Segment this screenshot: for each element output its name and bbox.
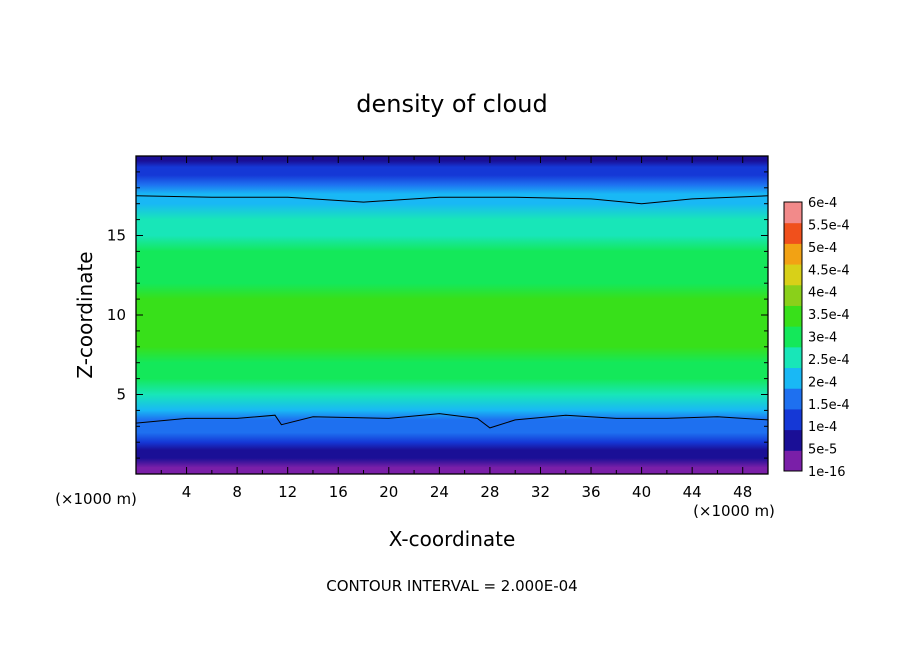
contour-line [136, 195, 768, 205]
colorbar-swatch [784, 346, 802, 369]
y-axis: 5 10 15 [107, 171, 768, 459]
colorbar-swatch [784, 408, 802, 431]
colorbar-label: 5.5e-4 [808, 218, 850, 233]
colorbar-swatch [784, 284, 802, 306]
colorbar-label: 4.5e-4 [808, 263, 850, 278]
x-unit-right: (×1000 m) [693, 502, 775, 520]
colorbar-label: 3e-4 [808, 331, 837, 346]
colorbar-swatch [784, 367, 802, 389]
x-tick-label: 28 [480, 483, 499, 501]
colorbar-label: 5e-5 [808, 443, 837, 458]
x-tick-label: 32 [531, 483, 550, 501]
plot-area [135, 155, 769, 475]
colorbar-label: 1e-4 [808, 420, 837, 435]
y-tick-label: 15 [107, 227, 126, 245]
x-tick-label: 12 [278, 483, 297, 501]
colorbar-label: 4e-4 [808, 286, 837, 301]
x-tick-label: 4 [182, 483, 192, 501]
x-unit-left: (×1000 m) [55, 490, 137, 508]
colorbar-swatch [784, 305, 802, 327]
colorbar-swatch [784, 264, 802, 286]
colorbar-label: 1.5e-4 [808, 398, 850, 413]
y-axis-label: Z-coordinate [73, 251, 97, 378]
y-tick-label: 10 [107, 306, 126, 324]
colorbar-label: 1e-16 [808, 465, 846, 480]
x-tick-label: 20 [379, 483, 398, 501]
contour-line [136, 413, 768, 429]
colorbar-label: 2e-4 [808, 375, 837, 390]
colorbar-legend: 1e-16 5e-5 1e-4 1.5e-4 2e-4 2.5e-4 3e-4 3.5e-4 4… [783, 196, 850, 480]
x-tick-label: 48 [733, 483, 752, 501]
x-tick-label: 24 [430, 483, 449, 501]
plot-fill [136, 156, 768, 474]
contour-lines [136, 195, 768, 429]
contour-interval-footer: CONTOUR INTERVAL = 2.000E-04 [326, 577, 577, 595]
colorbar-swatch [784, 388, 802, 410]
colorbar-swatch [784, 450, 802, 472]
colorbar-swatch [784, 222, 802, 244]
x-tick-label: 16 [329, 483, 348, 501]
colorbar-swatch [784, 202, 802, 224]
x-axis: 4 8 12 16 20 24 28 32 36 40 44 48 [160, 156, 752, 501]
colorbar-swatch [784, 429, 802, 451]
x-tick-label: 44 [683, 483, 702, 501]
colorbar-swatch [784, 326, 802, 348]
x-tick-label: 40 [632, 483, 651, 501]
y-tick-label: 5 [116, 386, 126, 404]
colorbar-label: 3.5e-4 [808, 308, 850, 323]
x-axis-label: X-coordinate [389, 527, 516, 551]
colorbar-label: 6e-4 [808, 196, 837, 211]
chart-title: density of cloud [356, 90, 547, 118]
colorbar-label: 5e-4 [808, 241, 837, 256]
colorbar-swatch [784, 243, 802, 265]
x-tick-label: 36 [581, 483, 600, 501]
x-tick-label: 8 [232, 483, 242, 501]
colorbar-label: 2.5e-4 [808, 353, 850, 368]
colorbar-frame [783, 201, 803, 472]
